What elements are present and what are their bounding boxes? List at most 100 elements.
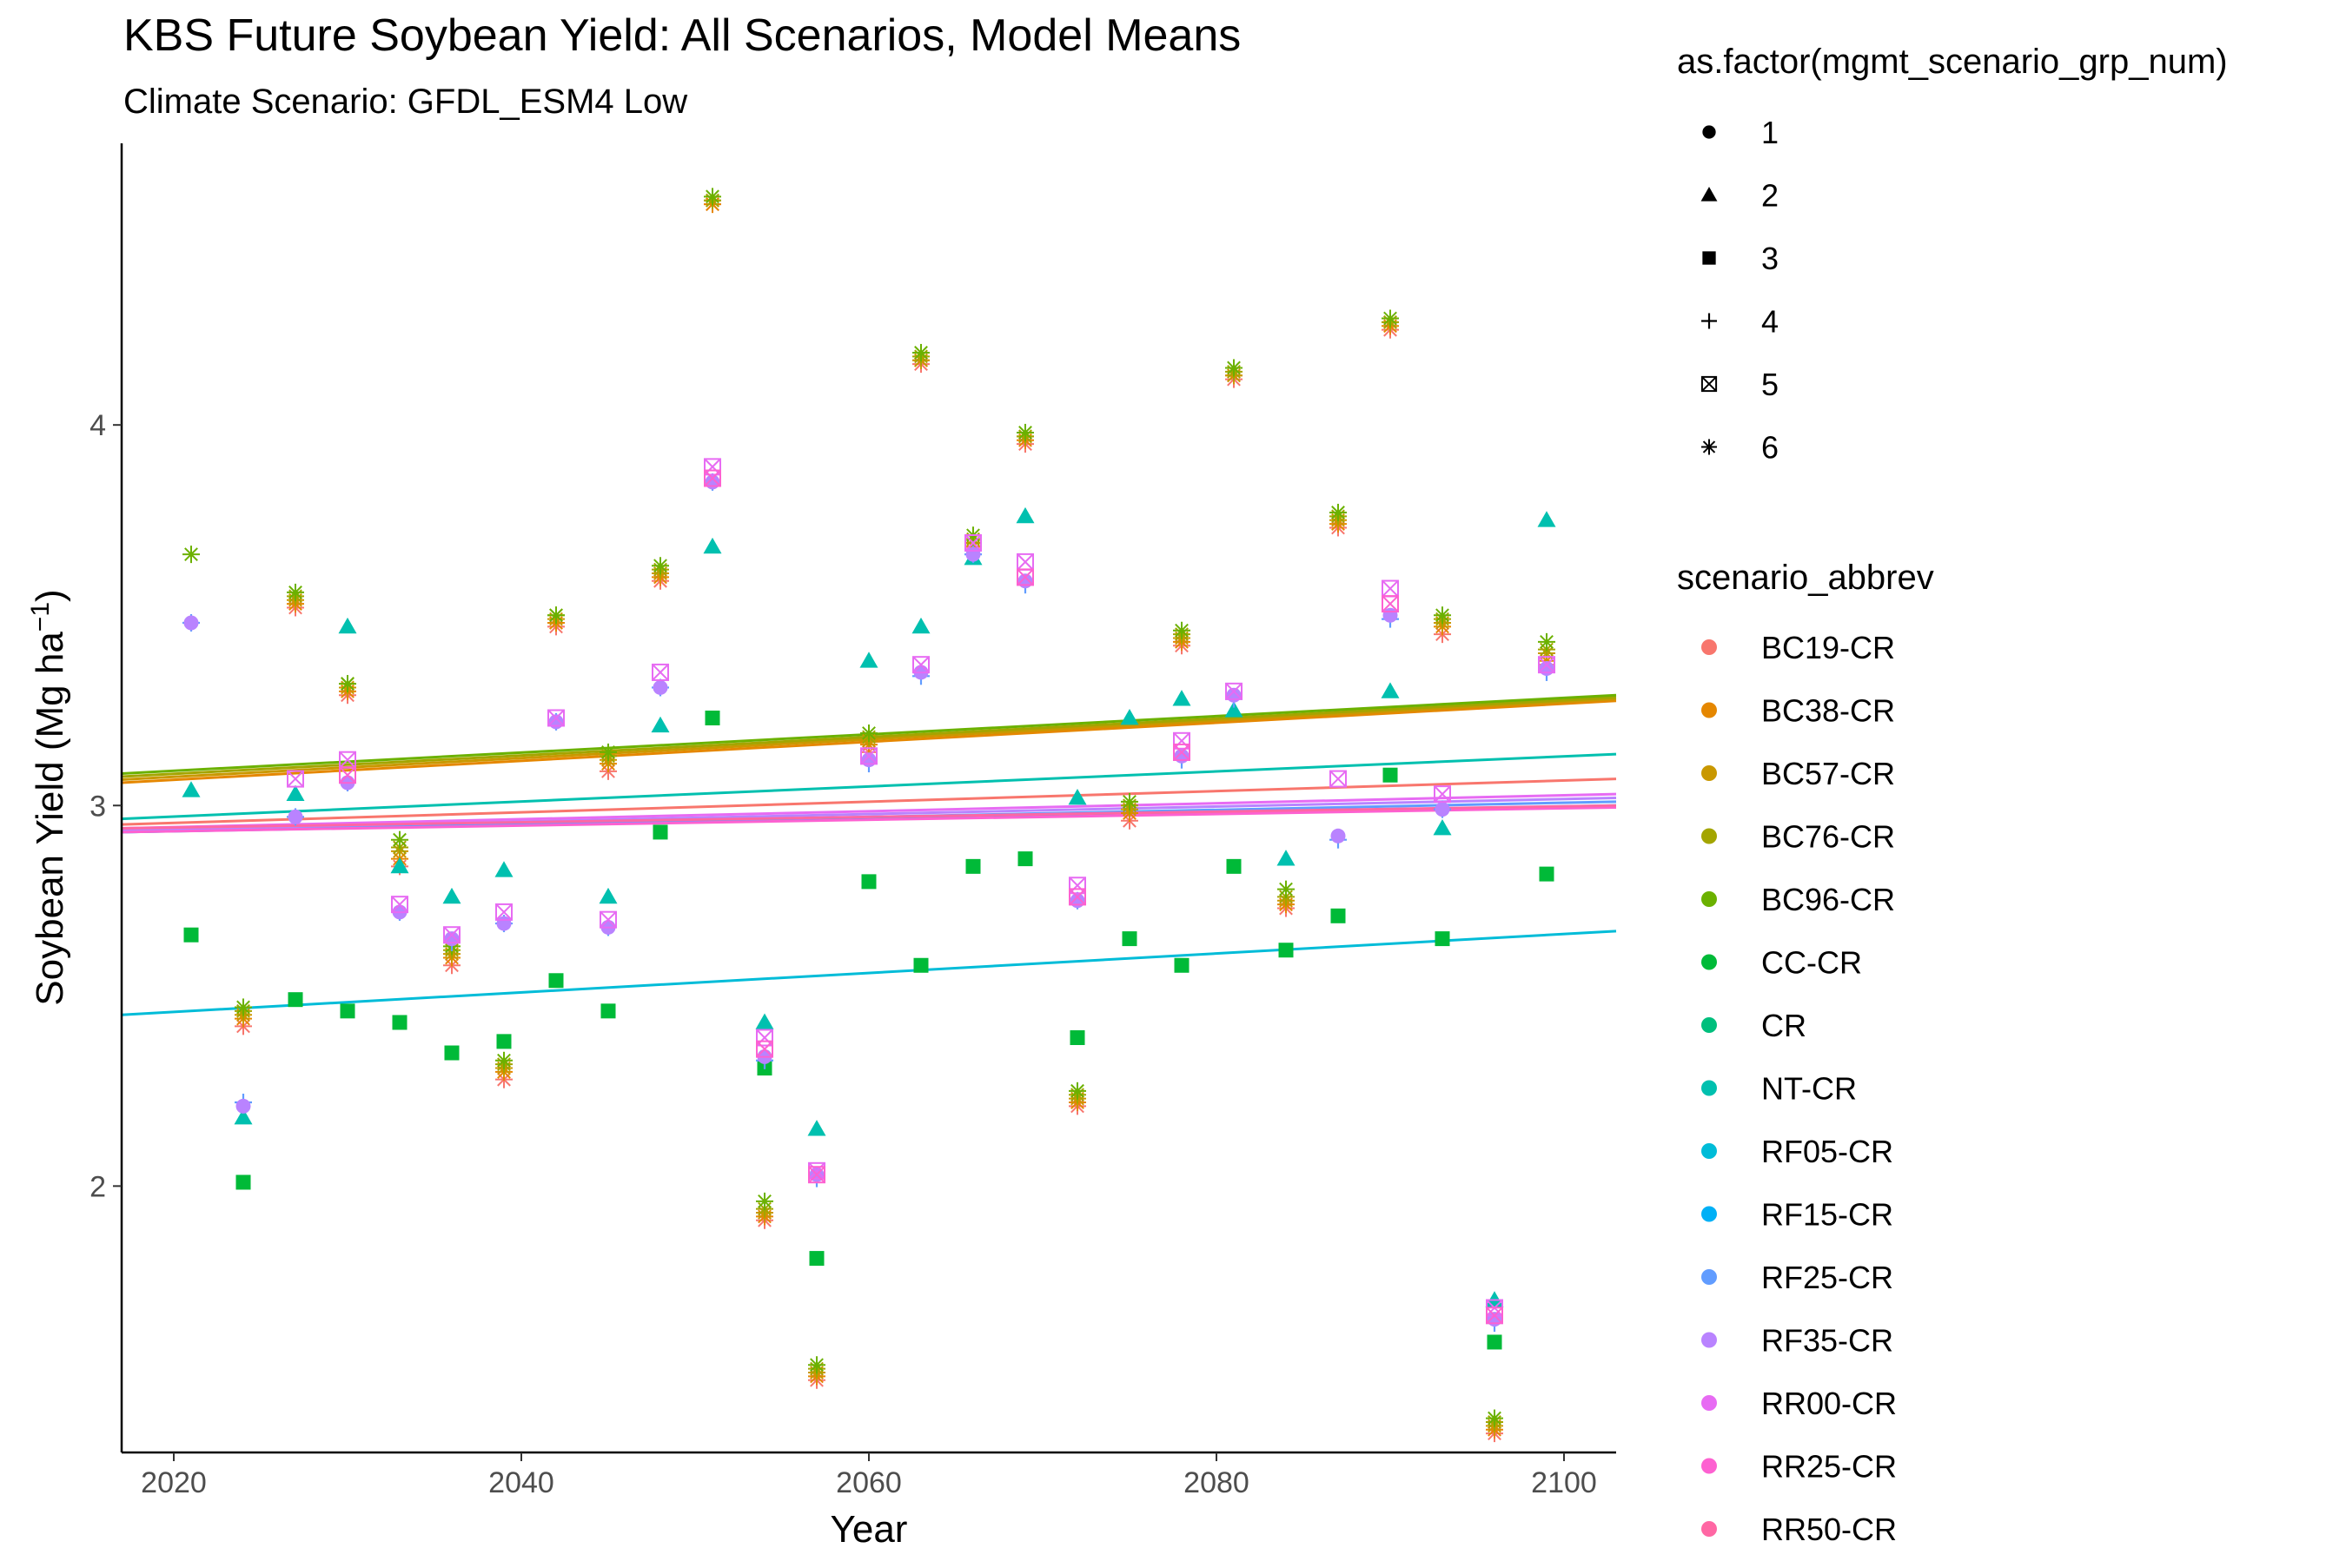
point-rr00-cr-2030-diag-b (339, 751, 356, 769)
point-rf35-cr-2072-glyph (1070, 893, 1085, 909)
color-legend-key-cr (1701, 1017, 1717, 1033)
point-nt-cr-2048 (651, 716, 670, 733)
point-cc-cr-2024-glyph (235, 1174, 251, 1190)
shape-legend-key-5-box (1700, 375, 1718, 393)
point-nt-cr-2039 (494, 861, 514, 877)
point-nt-cr-2081-glyph (1224, 701, 1243, 718)
point-bc96-cr-2039 (495, 1051, 513, 1069)
color-legend-key-rf05-cr (1701, 1143, 1717, 1159)
point-bc96-cr-2054-diag-b (758, 1194, 772, 1208)
point-nt-cr-2072 (1068, 789, 1087, 805)
point-nt-cr-2084-glyph (1276, 850, 1296, 866)
point-nt-cr-2021 (182, 781, 201, 797)
shape-legend: 1 2 3 4 5 6 (1700, 115, 1779, 466)
point-rr00-cr-2090-diag-b (1382, 579, 1399, 598)
point-bc96-cr-2090 (1382, 309, 1399, 327)
point-bc96-cr-2090-diag-b (1383, 311, 1397, 326)
point-nt-cr-2030-glyph (338, 617, 357, 634)
point-cc-cr-2045 (600, 1003, 616, 1019)
point-rr00-cr-2048-diag-b (652, 664, 669, 681)
y-tick-label-3: 3 (89, 790, 106, 823)
point-cc-cr-2042-glyph (548, 973, 564, 989)
point-rr00-cr-2027-diag-b (287, 770, 304, 788)
point-rr00-cr-2093-diag-b (1434, 785, 1451, 803)
point-nt-cr-2063 (911, 617, 931, 634)
point-rf35-cr-2027-glyph (288, 809, 303, 824)
point-cc-cr-2096-glyph (1487, 1334, 1502, 1350)
point-nt-cr-2084 (1276, 850, 1296, 866)
point-cc-cr-2075 (1122, 931, 1137, 947)
color-legend-label-nt-cr: NT-CR (1761, 1071, 1857, 1107)
point-rr00-cr-2066-diag-b (964, 534, 982, 552)
point-cc-cr-2075-glyph (1122, 931, 1137, 947)
point-rf35-cr-2024-glyph (235, 1098, 251, 1114)
point-rr25-cr-2069-diag-b (1017, 568, 1034, 586)
point-rr25-cr-2090 (1382, 595, 1399, 613)
color-legend-label-rr00-cr: RR00-CR (1761, 1386, 1897, 1421)
point-rr25-cr-2078-diag-b (1173, 744, 1190, 761)
point-rr25-cr-2030-box (339, 766, 356, 784)
color-legend-label-bc57-cr: BC57-CR (1761, 756, 1895, 791)
x-tick-label-2060: 2060 (836, 1466, 902, 1499)
point-nt-cr-2033 (390, 857, 409, 874)
point-cc-cr-2051-glyph (705, 711, 720, 726)
point-bc96-cr-2093 (1434, 606, 1451, 625)
point-rr00-cr-2033-diag-b (391, 896, 408, 913)
point-rf35-cr-2042-glyph (548, 714, 564, 730)
point-nt-cr-2075-glyph (1120, 709, 1139, 725)
color-legend-key-rr25-cr (1701, 1458, 1717, 1474)
point-bc96-cr-2057-diag-b (810, 1358, 824, 1373)
y-tick-label-2: 2 (89, 1170, 106, 1203)
point-bc96-cr-2024 (235, 998, 252, 1016)
point-rr25-cr-2078-box (1173, 743, 1190, 761)
point-cc-cr-2093-glyph (1435, 931, 1450, 947)
point-cc-cr-2027 (288, 992, 303, 1008)
point-nt-cr-2051-glyph (703, 537, 722, 554)
trend-line-bc19-cr (121, 777, 1617, 826)
point-bc96-cr-2087-diag-b (1331, 506, 1345, 519)
y-axis-label: Soybean Yield (Mg ha−1) (26, 589, 71, 1005)
point-rr00-cr-2060 (860, 747, 878, 765)
point-rf35-cr-2060-glyph (861, 752, 877, 768)
point-bc96-cr-2048-diag-b (653, 559, 667, 573)
point-cc-cr-2045-glyph (600, 1003, 616, 1019)
point-rr00-cr-2081-box (1225, 682, 1243, 700)
point-bc96-cr-2078-diag-b (1175, 623, 1189, 638)
color-legend-label-cr: CR (1761, 1008, 1806, 1043)
point-rr00-cr-2036-box (443, 926, 461, 944)
point-nt-cr-2081 (1224, 701, 1243, 718)
point-rr00-cr-2036 (443, 926, 461, 944)
point-cc-cr-2078 (1174, 957, 1190, 973)
trend-line-rr00-cr (121, 792, 1617, 830)
color-legend-label-rf25-cr: RF25-CR (1761, 1260, 1893, 1295)
point-cc-cr-2048 (653, 824, 668, 840)
point-rf35-cr-2036-glyph (444, 931, 460, 947)
point-cc-cr-2063 (913, 957, 929, 973)
shape-legend-key-6 (1701, 439, 1717, 455)
point-cc-cr-2069 (1017, 851, 1033, 867)
point-bc96-cr-2030-diag-b (341, 677, 355, 691)
color-legend-key-rr50-cr (1701, 1521, 1717, 1537)
point-rr00-cr-2087-box (1329, 770, 1347, 788)
point-cc-cr-2069-glyph (1017, 851, 1033, 867)
point-rf35-cr-2099 (1539, 661, 1554, 677)
point-rf35-cr-2024 (235, 1098, 251, 1114)
color-legend-key-cc-cr (1701, 954, 1717, 970)
point-cc-cr-2066-glyph (965, 858, 981, 874)
x-axis-ticks: 2020 2040 2060 2080 2100 (141, 1452, 1597, 1499)
point-bc96-cr-2033 (391, 830, 408, 849)
point-bc96-cr-2045 (600, 743, 617, 761)
color-legend-key-bc57-cr (1701, 765, 1717, 781)
point-nt-cr-2045 (599, 887, 618, 904)
point-rf35-cr-2093 (1435, 802, 1450, 817)
point-rf35-cr-2048 (653, 679, 668, 695)
point-rr00-cr-2063 (912, 656, 930, 674)
point-rf35-cr-2087 (1330, 828, 1346, 844)
point-nt-cr-2054-glyph (755, 1013, 774, 1029)
point-rr25-cr-2069 (1017, 568, 1034, 586)
point-rf35-cr-2078-glyph (1174, 748, 1190, 764)
shape-legend-key-4 (1701, 313, 1717, 329)
point-cc-cr-2063-glyph (913, 957, 929, 973)
point-rr25-cr-2069-box (1017, 568, 1034, 586)
